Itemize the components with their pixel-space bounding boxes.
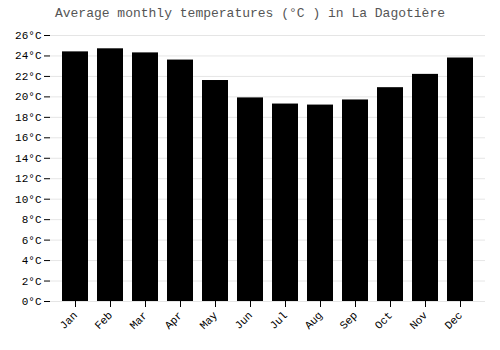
svg-text:Jun: Jun: [233, 309, 255, 331]
svg-text:Feb: Feb: [93, 309, 115, 331]
svg-text:14°C: 14°C: [15, 153, 42, 165]
svg-text:Oct: Oct: [373, 309, 395, 331]
svg-text:20°C: 20°C: [15, 91, 42, 103]
svg-text:Mar: Mar: [128, 309, 150, 331]
svg-text:8°C: 8°C: [22, 214, 42, 226]
svg-text:22°C: 22°C: [15, 71, 42, 83]
svg-text:10°C: 10°C: [15, 194, 42, 206]
html-text:Average monthly temperatures (: Average monthly temperatures (°C ) in La…: [55, 6, 445, 21]
svg-text:Jul: Jul: [268, 309, 290, 331]
svg-text:6°C: 6°C: [22, 235, 42, 247]
svg-text:12°C: 12°C: [15, 173, 42, 185]
svg-text:26°C: 26°C: [15, 30, 42, 42]
svg-text:Dec: Dec: [443, 309, 465, 331]
svg-text:16°C: 16°C: [15, 132, 42, 144]
svg-text:Jan: Jan: [58, 309, 80, 331]
svg-text:18°C: 18°C: [15, 112, 42, 124]
svg-text:Sep: Sep: [338, 309, 360, 331]
svg-text:Aug: Aug: [303, 309, 325, 331]
svg-text:Apr: Apr: [163, 309, 185, 331]
svg-text:0°C: 0°C: [22, 296, 42, 308]
svg-text:24°C: 24°C: [15, 50, 42, 62]
svg-text:Nov: Nov: [408, 309, 431, 332]
svg-text:May: May: [198, 309, 221, 332]
svg-text:2°C: 2°C: [22, 276, 42, 288]
svg-text:4°C: 4°C: [22, 255, 42, 267]
